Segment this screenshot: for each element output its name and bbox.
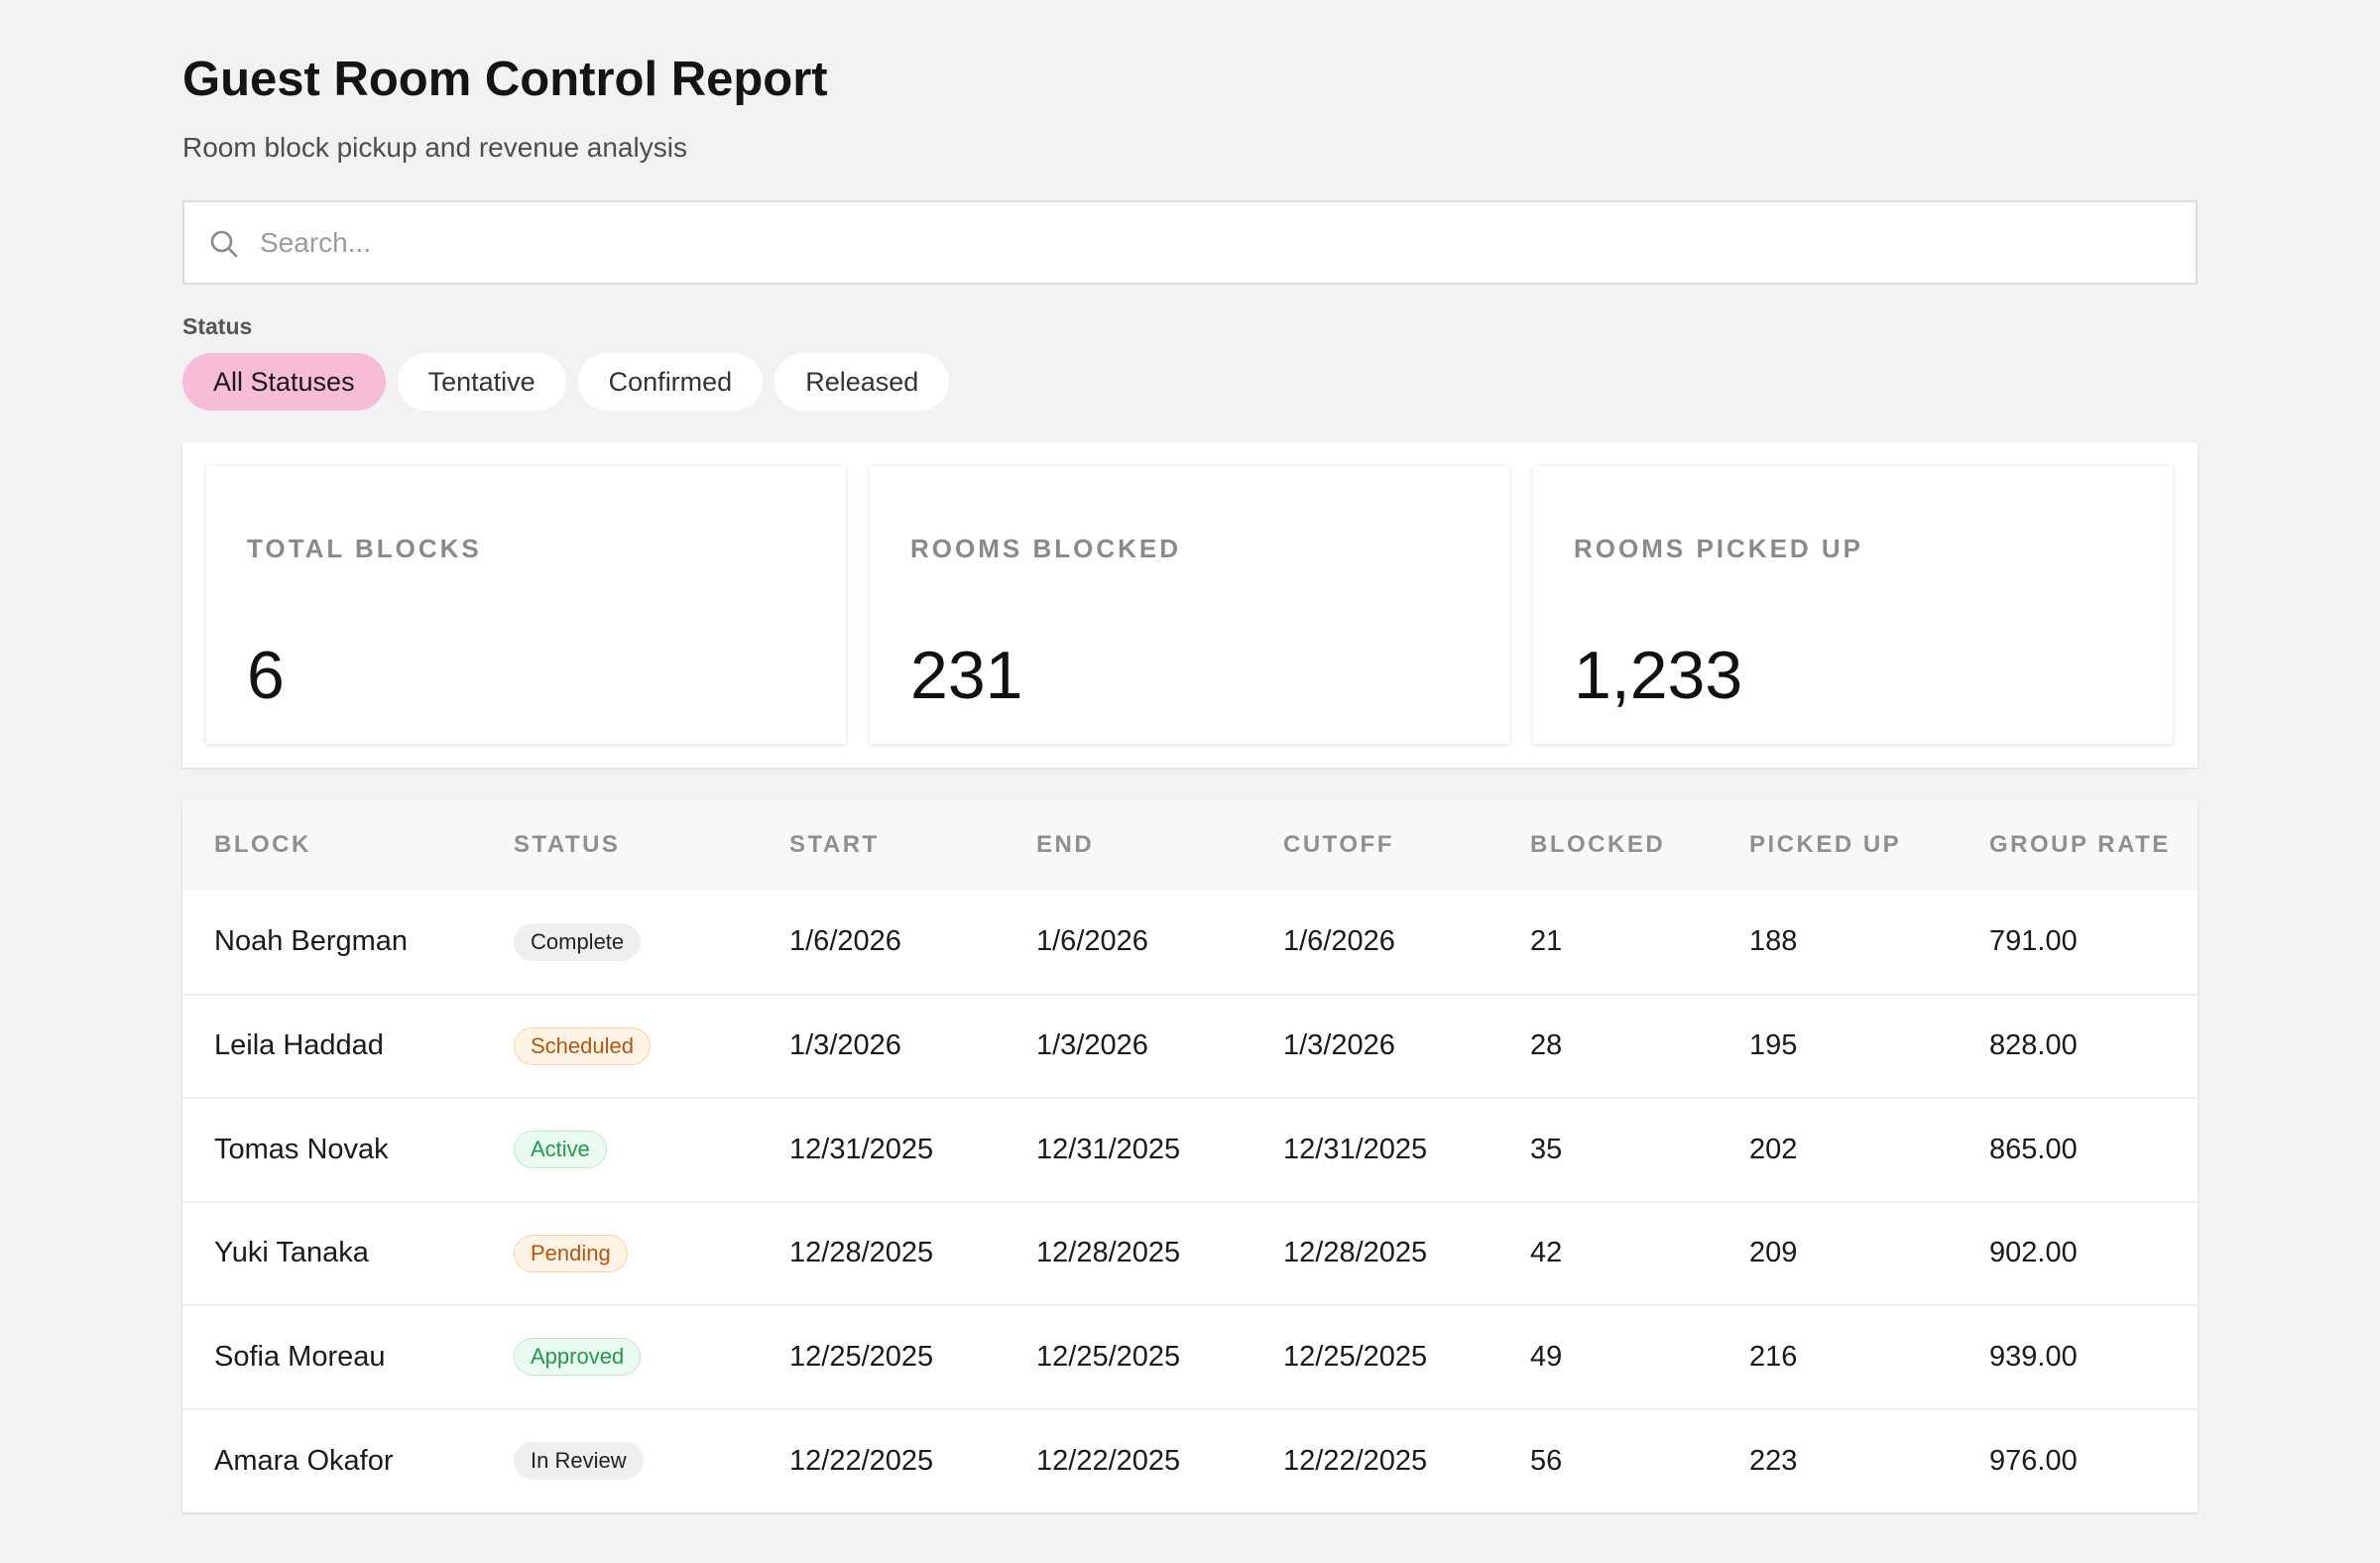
status-filter-chips: All Statuses Tentative Confirmed Release… <box>182 353 950 411</box>
cell-picked-up: 202 <box>1749 1133 1798 1165</box>
cell-cutoff: 12/22/2025 <box>1283 1444 1428 1477</box>
status-filter-label: Status <box>182 313 253 339</box>
page-subtitle: Room block pickup and revenue analysis <box>182 132 687 163</box>
cell-group-rate: 939.00 <box>1989 1340 2078 1373</box>
column-header-end[interactable]: END <box>1036 831 1095 858</box>
table-row[interactable]: Noah Bergman Complete 1/6/2026 1/6/2026 … <box>182 891 2198 995</box>
stat-value: 231 <box>910 638 1023 713</box>
cell-blocked: 49 <box>1530 1340 1563 1373</box>
cell-start: 12/28/2025 <box>789 1237 934 1269</box>
chip-confirmed[interactable]: Confirmed <box>577 353 764 411</box>
cell-end: 1/3/2026 <box>1036 1029 1148 1062</box>
cell-block: Tomas Novak <box>214 1133 389 1165</box>
column-header-cutoff[interactable]: CUTOFF <box>1283 831 1394 858</box>
cell-end: 12/25/2025 <box>1036 1340 1181 1373</box>
stat-card-total-blocks: TOTAL BLOCKS 6 <box>206 466 846 744</box>
cell-status: Active <box>514 1098 758 1202</box>
stat-card-rooms-blocked: ROOMS BLOCKED 231 <box>870 466 1509 744</box>
cell-blocked: 21 <box>1530 925 1563 958</box>
cell-status: In Review <box>514 1409 758 1513</box>
cell-block: Noah Bergman <box>214 925 409 958</box>
cell-group-rate: 828.00 <box>1989 1029 2078 1062</box>
search-box[interactable] <box>182 200 2198 285</box>
table-header-row: BLOCK STATUS START END CUTOFF BLOCKED PI… <box>182 799 2198 891</box>
stat-label: ROOMS BLOCKED <box>910 534 1181 563</box>
cell-picked-up: 223 <box>1749 1444 1798 1477</box>
stats-panel: TOTAL BLOCKS 6 ROOMS BLOCKED 231 ROOMS P… <box>182 442 2198 768</box>
chip-tentative[interactable]: Tentative <box>397 353 566 411</box>
cell-block: Amara Okafor <box>214 1444 394 1477</box>
cell-picked-up: 216 <box>1749 1340 1798 1373</box>
column-header-blocked[interactable]: BLOCKED <box>1530 831 1666 858</box>
column-header-block[interactable]: BLOCK <box>214 831 311 858</box>
column-header-picked-up[interactable]: PICKED UP <box>1749 831 1902 858</box>
cell-cutoff: 12/25/2025 <box>1283 1340 1428 1373</box>
search-icon <box>210 230 238 258</box>
cell-cutoff: 1/3/2026 <box>1283 1029 1395 1062</box>
cell-blocked: 28 <box>1530 1029 1563 1062</box>
cell-group-rate: 902.00 <box>1989 1237 2078 1269</box>
blocks-table: BLOCK STATUS START END CUTOFF BLOCKED PI… <box>182 799 2198 1512</box>
stat-label: ROOMS PICKED UP <box>1574 534 1864 563</box>
status-badge: In Review <box>514 1442 644 1481</box>
cell-group-rate: 791.00 <box>1989 925 2078 958</box>
cell-picked-up: 188 <box>1749 925 1798 958</box>
table-row[interactable]: Sofia Moreau Approved 12/25/2025 12/25/2… <box>182 1305 2198 1409</box>
table-row[interactable]: Leila Haddad Scheduled 1/3/2026 1/3/2026… <box>182 994 2198 1099</box>
cell-start: 12/31/2025 <box>789 1133 934 1165</box>
cell-group-rate: 976.00 <box>1989 1444 2078 1477</box>
cell-blocked: 56 <box>1530 1444 1563 1477</box>
column-header-group-rate[interactable]: GROUP RATE <box>1989 831 2171 858</box>
cell-start: 12/22/2025 <box>789 1444 934 1477</box>
cell-block: Leila Haddad <box>214 1029 384 1062</box>
cell-block: Sofia Moreau <box>214 1340 386 1373</box>
cell-block: Yuki Tanaka <box>214 1237 369 1269</box>
cell-status: Scheduled <box>514 995 758 1099</box>
cell-status: Complete <box>514 891 758 995</box>
blocks-table-panel: BLOCK STATUS START END CUTOFF BLOCKED PI… <box>182 799 2198 1512</box>
chip-released[interactable]: Released <box>774 353 950 411</box>
column-header-start[interactable]: START <box>789 831 880 858</box>
cell-group-rate: 865.00 <box>1989 1133 2078 1165</box>
cell-cutoff: 12/28/2025 <box>1283 1237 1428 1269</box>
cell-start: 1/6/2026 <box>789 925 901 958</box>
cell-picked-up: 209 <box>1749 1237 1798 1269</box>
column-header-status[interactable]: STATUS <box>514 831 621 858</box>
cell-end: 12/22/2025 <box>1036 1444 1181 1477</box>
cell-picked-up: 195 <box>1749 1029 1798 1062</box>
search-input[interactable] <box>260 202 2174 283</box>
status-badge: Pending <box>514 1234 628 1272</box>
cell-status: Pending <box>514 1202 758 1306</box>
page-title: Guest Room Control Report <box>182 53 828 106</box>
cell-end: 12/28/2025 <box>1036 1237 1181 1269</box>
stat-value: 1,233 <box>1574 638 1743 713</box>
table-row[interactable]: Tomas Novak Active 12/31/2025 12/31/2025… <box>182 1098 2198 1202</box>
status-badge: Active <box>514 1131 607 1169</box>
cell-end: 12/31/2025 <box>1036 1133 1181 1165</box>
cell-blocked: 42 <box>1530 1237 1563 1269</box>
cell-cutoff: 1/6/2026 <box>1283 925 1395 958</box>
status-badge: Approved <box>514 1338 642 1377</box>
cell-start: 12/25/2025 <box>789 1340 934 1373</box>
stat-value: 6 <box>247 638 285 713</box>
cell-start: 1/3/2026 <box>789 1029 901 1062</box>
cell-cutoff: 12/31/2025 <box>1283 1133 1428 1165</box>
chip-all-statuses[interactable]: All Statuses <box>182 353 386 411</box>
table-row[interactable]: Yuki Tanaka Pending 12/28/2025 12/28/202… <box>182 1201 2198 1306</box>
cell-status: Approved <box>514 1305 758 1409</box>
stat-label: TOTAL BLOCKS <box>247 534 482 563</box>
stat-card-rooms-picked-up: ROOMS PICKED UP 1,233 <box>1533 466 2173 744</box>
status-badge: Complete <box>514 922 642 961</box>
cell-blocked: 35 <box>1530 1133 1563 1165</box>
status-badge: Scheduled <box>514 1026 651 1065</box>
table-row[interactable]: Amara Okafor In Review 12/22/2025 12/22/… <box>182 1408 2198 1513</box>
cell-end: 1/6/2026 <box>1036 925 1148 958</box>
